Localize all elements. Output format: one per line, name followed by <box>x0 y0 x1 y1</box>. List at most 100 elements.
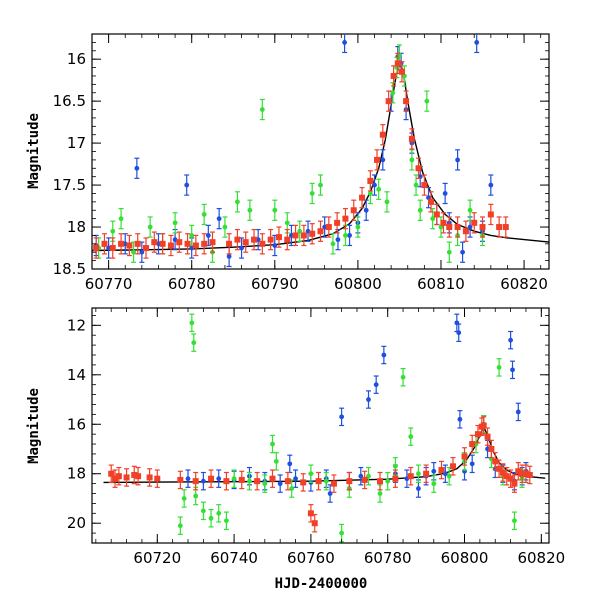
top-data-point <box>384 191 390 213</box>
top-data-point <box>487 203 494 226</box>
bottom-data-point <box>287 454 293 474</box>
bottom-data-point <box>526 465 533 485</box>
bottom-data-point <box>115 466 122 486</box>
bottom-data-point <box>277 474 283 493</box>
top-x-tick-label: 60770 <box>85 275 133 293</box>
bottom-data-point <box>330 474 337 493</box>
top-data-point <box>367 170 374 192</box>
top-data-point <box>101 233 108 255</box>
bottom-data-point <box>496 358 502 377</box>
bottom-data-point <box>438 460 445 480</box>
bottom-data-point <box>181 489 187 508</box>
top-data-point <box>455 149 461 171</box>
top-data-point <box>292 224 299 247</box>
bottom-plot-frame <box>91 307 550 544</box>
bottom-data-point <box>511 474 518 493</box>
top-data-point <box>334 212 341 234</box>
top-data-point <box>109 237 116 259</box>
top-data-point <box>247 199 253 221</box>
bottom-data-point <box>269 469 276 488</box>
bottom-data-point <box>231 469 237 488</box>
bottom-data-point <box>112 469 119 488</box>
bottom-data-point <box>456 323 462 342</box>
bottom-x-tick-label: 60820 <box>517 549 565 567</box>
bottom-data-point <box>400 368 406 387</box>
top-data-point <box>359 186 366 209</box>
bottom-data-point <box>515 462 522 481</box>
bottom-data-point <box>262 474 268 493</box>
bottom-data-point <box>449 457 456 476</box>
bottom-data-point <box>461 447 468 466</box>
bottom-data-point <box>293 469 299 488</box>
top-x-tick-label: 60780 <box>168 275 216 293</box>
top-data-point <box>172 212 178 234</box>
bottom-data-point <box>496 459 503 479</box>
bottom-data-point <box>216 469 222 488</box>
bottom-data-point <box>311 513 318 533</box>
top-data-point <box>134 157 140 179</box>
top-data-point <box>502 216 509 238</box>
bottom-data-point <box>191 333 197 352</box>
top-y-tick-label: 17 <box>67 134 86 152</box>
bottom-data-point <box>123 468 130 487</box>
bottom-x-tick-label: 60740 <box>210 549 258 567</box>
bottom-data-point <box>308 464 314 483</box>
top-data-point <box>176 231 183 253</box>
top-data-point <box>446 216 453 238</box>
top-data-point <box>234 228 241 251</box>
top-data-point <box>372 174 378 196</box>
bottom-data-point <box>431 474 437 493</box>
top-data-point <box>454 216 461 238</box>
top-data-point <box>222 216 228 238</box>
top-data-point <box>355 216 361 238</box>
top-data-point <box>209 231 216 253</box>
top-data-point <box>184 174 190 196</box>
top-data-point <box>234 191 240 213</box>
top-data-point <box>385 90 392 112</box>
bottom-y-tick-label: 20 <box>67 514 86 532</box>
bottom-data-point <box>208 469 215 488</box>
bottom-data-point <box>377 471 384 491</box>
top-x-tick-label: 60810 <box>417 275 465 293</box>
bottom-data-point <box>273 452 279 471</box>
top-data-point <box>380 149 386 171</box>
bottom-data-point <box>508 330 514 350</box>
bottom-data-point <box>177 516 183 535</box>
top-data-point <box>318 174 323 196</box>
top-y-tick-label: 16 <box>67 50 86 68</box>
top-data-point <box>462 220 469 242</box>
top-data-point <box>147 216 153 238</box>
bottom-data-point <box>339 407 345 427</box>
bottom-data-point <box>407 466 414 486</box>
bottom-data-point <box>503 466 510 486</box>
top-data-point <box>259 233 266 255</box>
bottom-data-point <box>177 470 184 490</box>
top-data-point <box>342 34 348 54</box>
bottom-data-point <box>307 504 314 523</box>
bottom-data-point <box>515 402 521 422</box>
bottom-y-tick-label: 18 <box>67 465 86 483</box>
top-data-point <box>421 174 428 196</box>
bottom-data-point <box>131 465 138 485</box>
top-data-point <box>251 228 258 251</box>
top-data-point <box>118 233 125 255</box>
top-data-point <box>471 212 478 234</box>
top-x-tick-label: 60800 <box>334 275 382 293</box>
top-data-point <box>184 233 191 255</box>
bottom-y-tick-label: 12 <box>67 316 86 334</box>
top-data-point <box>433 203 440 226</box>
top-data-point <box>192 234 199 257</box>
bottom-y-tick-label: 16 <box>67 415 86 433</box>
bottom-axis-ticks: 60720 60740 60760 60780 60800 60820 12 14 16 18 20 <box>67 308 565 567</box>
top-data-point <box>330 233 336 255</box>
bottom-data-point <box>323 471 329 491</box>
top-y-tick-label: 16.5 <box>53 92 86 110</box>
bottom-data-point <box>315 471 322 491</box>
bottom-x-axis-title: HJD-2400000 <box>275 576 368 592</box>
top-data-point <box>216 207 222 230</box>
top-data-point <box>134 233 141 255</box>
bottom-data-point <box>269 434 275 454</box>
top-data-point <box>496 216 503 238</box>
bottom-data-point <box>415 464 421 483</box>
